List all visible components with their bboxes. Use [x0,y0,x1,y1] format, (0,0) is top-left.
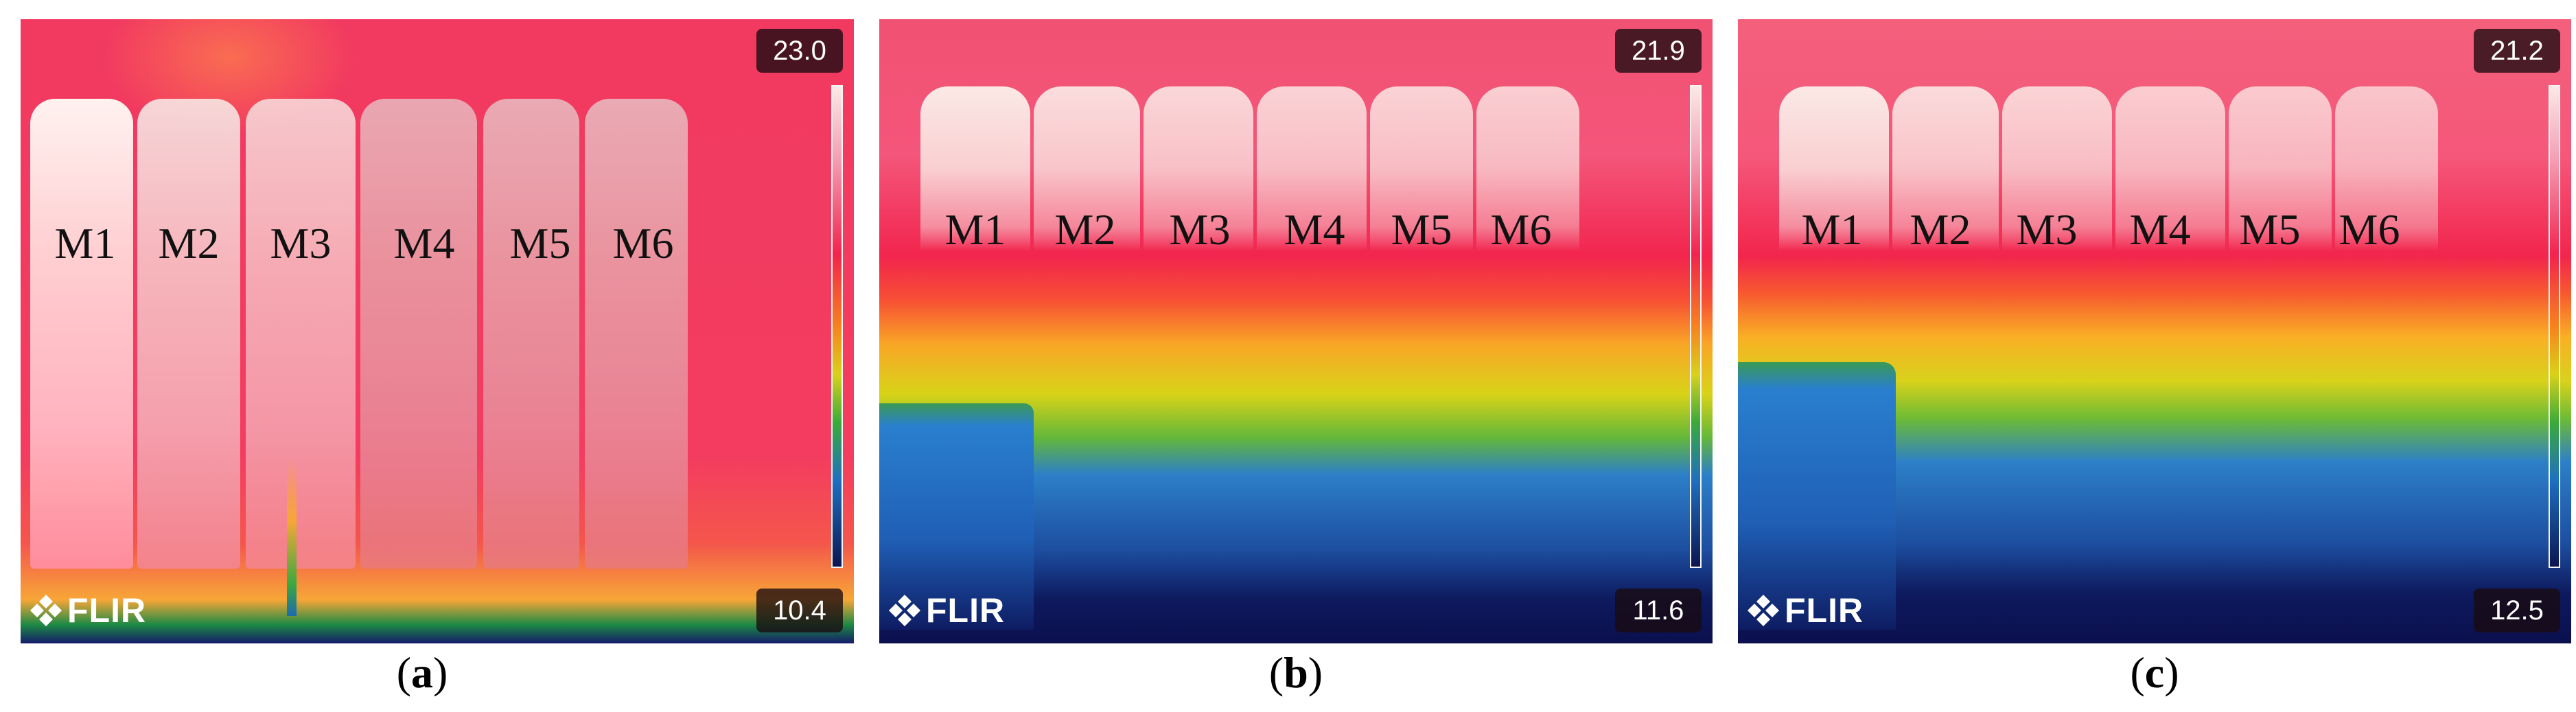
sample-label: M2 [1910,205,1971,254]
flir-logo-icon [889,595,920,626]
sample-block-m2 [1034,86,1140,251]
flir-logo: FLIR [29,591,146,630]
caption-letter: c [2144,648,2165,697]
sample-block-m4 [360,99,477,569]
cold-region [1738,362,1896,630]
max-temperature: 23.0 [756,29,843,73]
sample-block-m1 [1779,86,1889,251]
thermal-image-a: M1 M2 M3 M4 M5 M6 23.0 10.4 FLIR [21,19,854,643]
sample-block-m2 [137,99,240,569]
flir-logo: FLIR [887,591,1005,630]
sample-label: M3 [2016,205,2078,254]
sample-label: M4 [393,219,455,268]
sample-block-m5 [1370,86,1473,251]
sample-label: M5 [1391,205,1452,254]
flir-logo-text: FLIR [926,591,1006,630]
sample-label: M4 [2129,205,2191,254]
sample-block-m3 [1144,86,1253,251]
max-temperature: 21.2 [2474,29,2560,73]
sample-label: M1 [944,205,1006,254]
sample-block-m6 [2335,86,2438,251]
min-temperature: 12.5 [2474,589,2560,632]
caption-a: (a) [396,648,448,697]
color-scale-bar [2549,85,2560,568]
sample-block-m3 [246,99,356,569]
sample-label: M1 [1801,205,1863,254]
sample-label: M4 [1284,205,1345,254]
caption-letter: b [1284,648,1308,697]
flir-logo: FLIR [1746,591,1864,630]
sample-label: M6 [612,219,674,268]
sample-block-m1 [920,86,1030,251]
flir-logo-text: FLIR [67,591,147,630]
sample-label: M5 [2239,205,2301,254]
min-temperature: 10.4 [756,589,843,632]
thermal-image-b: M1 M2 M3 M4 M5 M6 21.9 11.6 FLIR [879,19,1713,643]
sample-label: M2 [158,219,220,268]
cold-region [879,403,1034,630]
sample-label: M3 [1169,205,1231,254]
caption-letter: a [411,648,433,697]
sample-label: M2 [1054,205,1116,254]
sample-block-m4 [1257,86,1367,251]
flir-logo-text: FLIR [1785,591,1864,630]
cold-spike [287,458,297,616]
sample-block-m1 [30,99,133,569]
sample-label: M1 [54,219,116,268]
caption-c: (c) [2130,648,2179,697]
sample-block-m5 [2229,86,2332,251]
sample-label: M6 [1490,205,1552,254]
color-scale-bar [831,85,843,568]
sample-block-m6 [1476,86,1579,251]
sample-label: M3 [270,219,332,268]
min-temperature: 11.6 [1615,589,1702,632]
flir-logo-icon [1748,595,1779,626]
flir-logo-icon [30,595,62,626]
sample-label: M5 [509,219,571,268]
sample-block-m6 [585,99,688,569]
max-temperature: 21.9 [1615,29,1702,73]
caption-b: (b) [1268,648,1323,697]
sample-block-m2 [1892,86,1999,251]
color-scale-bar [1690,85,1702,568]
sample-label: M6 [2339,205,2400,254]
thermal-image-c: M1 M2 M3 M4 M5 M6 21.2 12.5 FLIR [1738,19,2571,643]
sample-block-m5 [483,99,579,569]
sample-block-m4 [2115,86,2225,251]
sample-block-m3 [2002,86,2112,251]
